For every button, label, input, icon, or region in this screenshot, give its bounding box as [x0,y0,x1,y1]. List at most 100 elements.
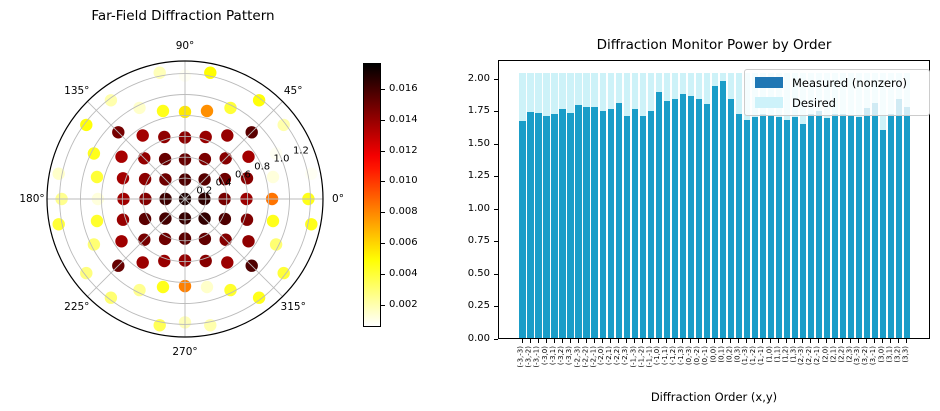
scatter-point [252,94,266,107]
x-tick [761,339,763,343]
x-tick-label: (-3,0) [541,346,550,366]
x-tick [866,339,868,343]
x-tick [898,339,900,343]
measured-bar [863,107,871,338]
scatter-point [136,129,149,142]
x-tick-label: (-1,-2) [637,346,646,368]
colorbar-tick-label: 0.016 [389,82,418,94]
x-tick [601,339,603,343]
scatter-point [221,256,234,269]
legend: Measured (nonzero) Desired [744,69,930,116]
colorbar-tick-label: 0.002 [389,298,418,310]
colorbar-tick-label: 0.014 [389,113,418,125]
y-tick-label: 2.00 [467,72,490,84]
x-tick [569,339,571,343]
measured-bar [695,98,702,338]
measured-bar [847,115,855,338]
x-tick [681,339,683,343]
measured-bar [823,118,831,338]
polar-angle-tick-label: 45° [284,85,303,97]
x-tick [665,339,667,343]
x-tick [609,339,611,343]
x-tick-label: (-3,3) [565,346,574,366]
measured-bar [855,117,863,338]
measured-bar [903,106,911,338]
polar-title: Far-Field Diffraction Pattern [91,8,275,24]
x-tick [890,339,892,343]
x-tick-label: (3,3) [901,346,910,363]
measured-bar [775,117,783,338]
measured-bar [591,106,598,338]
x-tick [657,339,659,343]
scatter-point [198,152,212,166]
scatter-point [198,232,212,246]
scatter-point [199,254,212,268]
polar-spoke-line [87,198,186,297]
scatter-point [252,291,266,304]
scatter-point [87,238,101,251]
polar-boundary [46,60,324,338]
y-tick [494,338,498,340]
colorbar-tick [381,88,385,90]
x-tick [874,339,876,343]
scatter-point [200,280,214,294]
colorbar-tick-label: 0.012 [389,144,418,156]
scatter-point [138,212,152,226]
scatter-point [80,118,93,132]
scatter-point [136,256,149,269]
x-tick [801,339,803,343]
measured-bar [879,130,887,338]
scatter-point [199,130,212,144]
x-tick [625,339,627,343]
x-tick [809,339,811,343]
colorbar-tick-label: 0.004 [389,268,418,279]
colorbar-tick-label: 0.008 [389,206,418,218]
x-tick [537,339,539,343]
measured-bar [543,115,550,338]
x-tick-label: (1,2) [781,346,790,363]
polar-angle-tick-label: 135° [64,85,89,97]
x-tick [817,339,819,343]
polar-spoke-line [87,101,186,200]
measured-bar [815,110,823,338]
x-tick [585,339,587,343]
legend-item-measured: Measured (nonzero) [755,76,919,90]
colorbar-tick [381,181,385,183]
colorbar-tick [381,274,385,275]
x-tick-label: (2,2) [837,346,846,363]
legend-label-desired: Desired [792,95,836,110]
scatter-point [138,172,152,186]
scatter-point [133,283,146,297]
measured-bar [551,114,558,338]
scatter-point [158,254,171,268]
x-tick [721,339,723,343]
scatter-point [87,147,101,160]
y-tick [494,111,498,112]
scatter-point [116,213,130,226]
scatter-point [242,150,255,163]
y-tick-label: 0.75 [467,235,490,246]
measured-bar [687,96,694,338]
x-tick-label: (0,-1) [701,346,710,366]
measured-bar [759,114,767,338]
x-tick [545,339,547,343]
colorbar-tick [381,243,385,245]
y-tick [494,78,498,80]
scatter-point [266,214,280,228]
measured-bar [895,98,903,338]
measured-bar [647,110,654,338]
measured-bar [607,109,614,338]
scatter-point [269,238,283,251]
x-tick-label: (-2,-1) [589,346,598,368]
colorbar-tick [381,119,385,121]
polar-radial-tick-label: 1.0 [274,154,290,165]
x-tick [561,339,563,343]
x-tick [649,339,651,343]
y-tick-label: 1.75 [467,105,490,116]
scatter-point [158,152,172,166]
measured-bar [679,93,686,338]
y-tick-label: 0.25 [467,300,490,311]
x-tick-label: (-1,-3) [629,346,638,368]
y-tick [494,208,498,210]
measured-bar [751,117,759,338]
